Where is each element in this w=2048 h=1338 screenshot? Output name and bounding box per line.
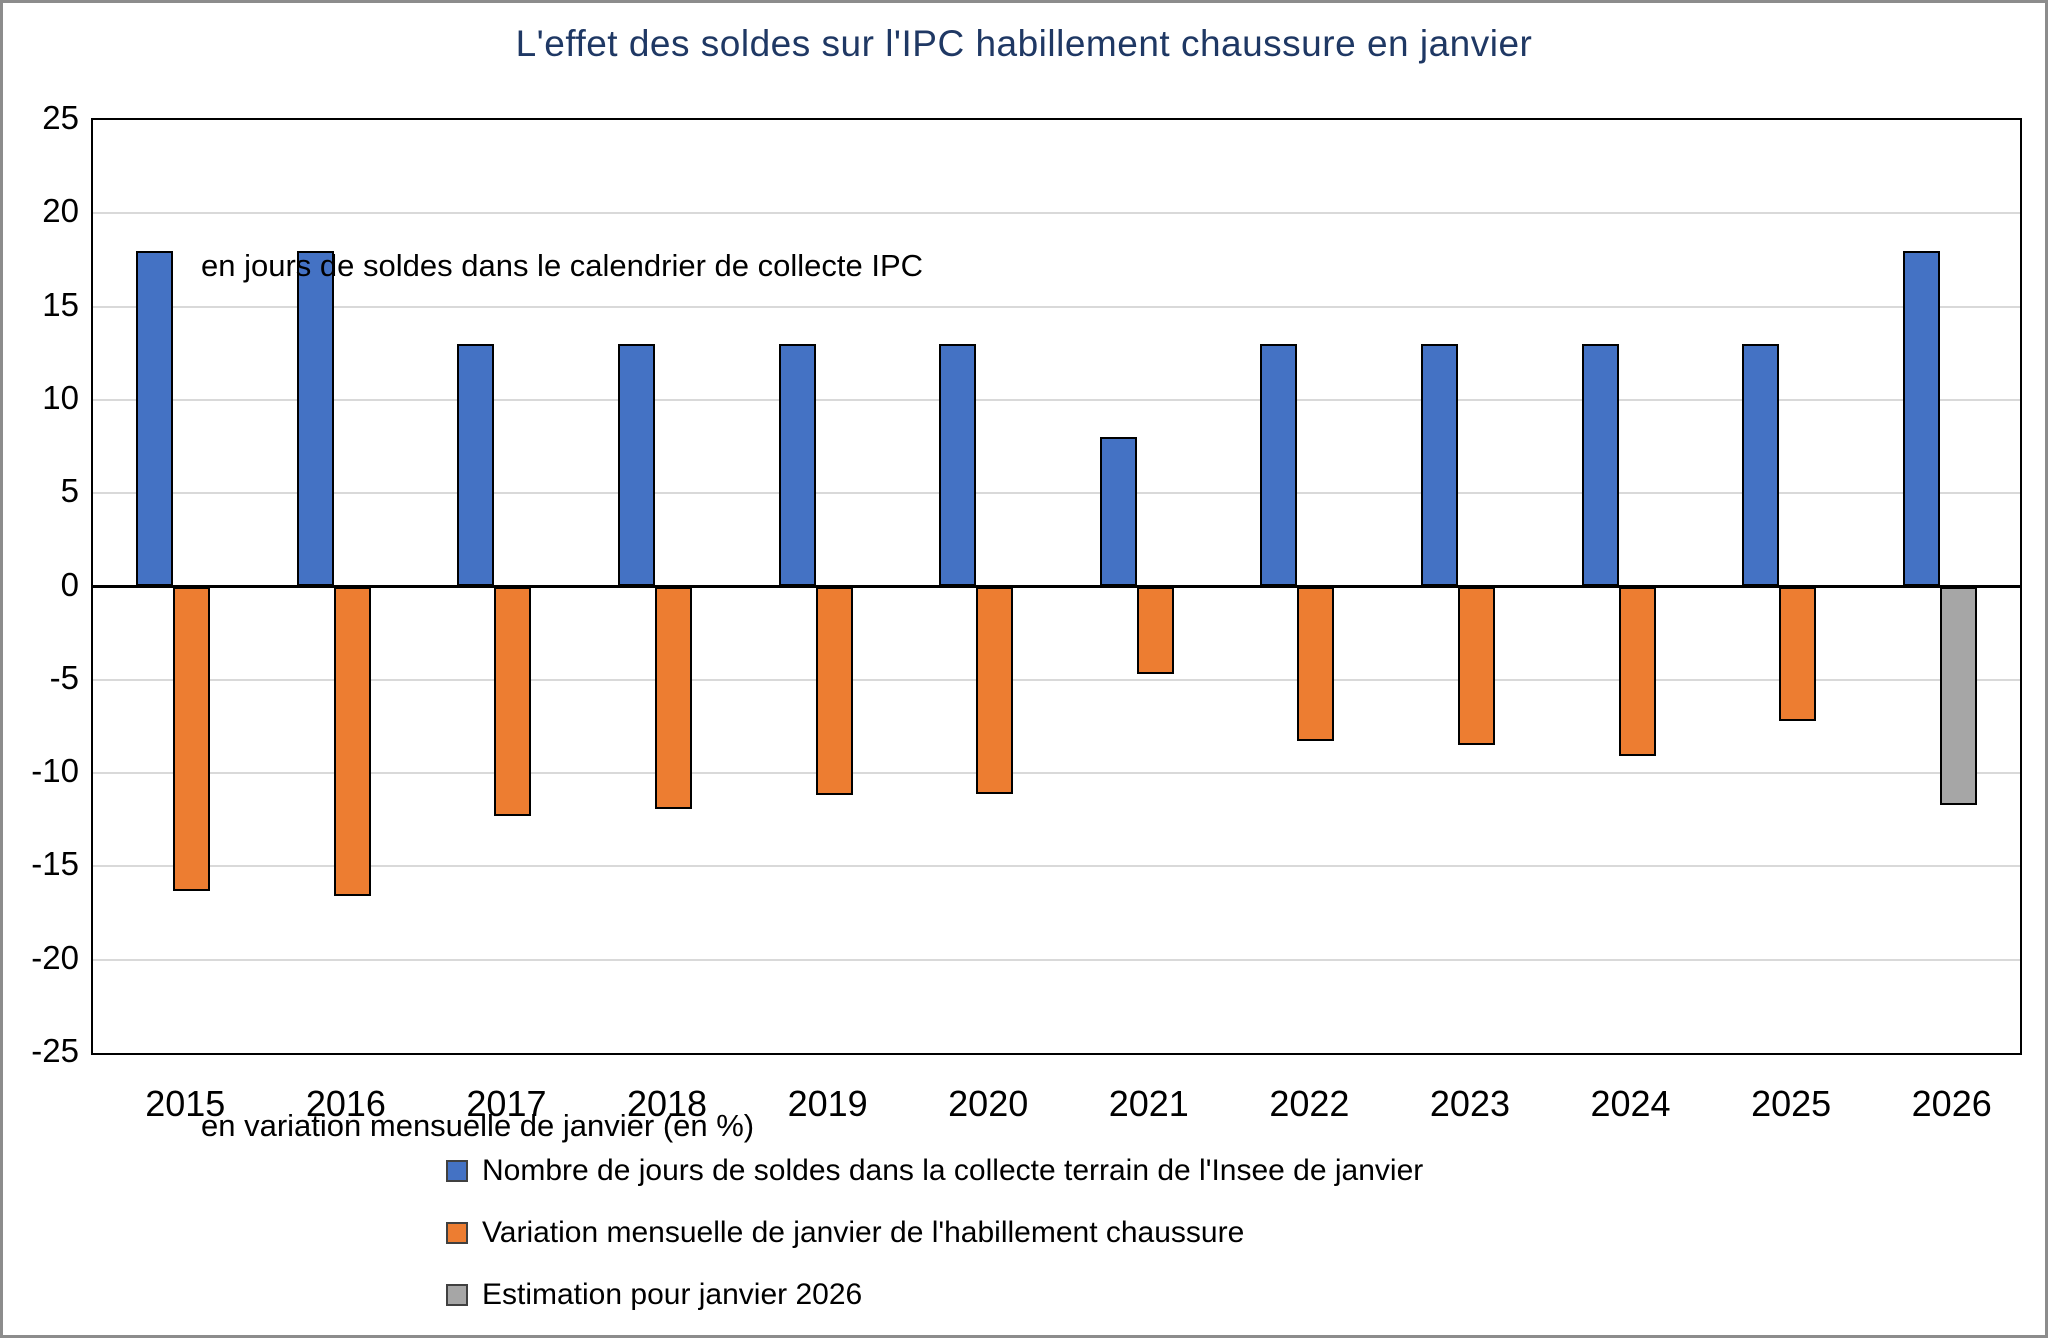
y-tick-label--5: -5 (49, 658, 79, 696)
bar-days-2022 (1260, 343, 1298, 587)
bar-variation-2025 (1779, 586, 1817, 721)
gridline--10 (93, 772, 2020, 775)
y-tick-label--25: -25 (31, 1032, 79, 1069)
zero-axis-line (93, 585, 2020, 588)
bar-variation-2021 (1136, 586, 1174, 675)
plot-area: en jours de soldes dans le calendrier de… (91, 118, 2022, 1143)
gridline--20 (93, 958, 2020, 961)
bar-days-2015 (136, 250, 174, 587)
y-tick-label-25: 25 (42, 99, 79, 136)
x-tick-label-2018: 2018 (626, 1083, 708, 1124)
bar-days-2024 (1581, 343, 1619, 587)
y-tick-label-15: 15 (42, 285, 79, 323)
legend-item-2: Estimation pour janvier 2026 (446, 1273, 862, 1317)
x-tick-label-2024: 2024 (1590, 1083, 1671, 1124)
bar-variation-2023 (1457, 586, 1495, 746)
x-tick-label-2023: 2023 (1429, 1083, 1510, 1124)
gridline-10 (93, 398, 2020, 401)
bar-variation-2019 (815, 586, 853, 796)
bar-days-2026 (1902, 250, 1940, 587)
bar-days-2016 (296, 250, 334, 587)
x-tick-label-2020: 2020 (948, 1083, 1029, 1124)
bar-days-2019 (778, 343, 816, 587)
bar-variation-2018 (655, 586, 693, 809)
legend-label: Estimation pour janvier 2026 (482, 1278, 863, 1311)
y-tick-label-5: 5 (60, 472, 79, 510)
y-tick-label--20: -20 (31, 938, 79, 976)
y-tick-label-10: 10 (42, 378, 79, 416)
x-tick-label-2021: 2021 (1108, 1083, 1189, 1124)
legend-label: Variation mensuelle de janvier de l'habi… (482, 1216, 1245, 1249)
bar-days-2018 (618, 343, 656, 587)
legend-label: Nombre de jours de soldes dans la collec… (482, 1154, 1424, 1187)
x-tick-label-2022: 2022 (1269, 1083, 1350, 1124)
y-tick-label-0: 0 (60, 565, 79, 603)
gridline-20 (93, 212, 2020, 215)
legend-swatch-icon (446, 1160, 468, 1182)
gridline--5 (93, 678, 2020, 681)
gridline-5 (93, 492, 2020, 495)
chart-title: L'effet des soldes sur l'IPC habillement… (515, 23, 1533, 64)
y-tick-label-20: 20 (42, 192, 79, 230)
bar-variation-2016 (333, 586, 371, 897)
x-tick-label-2019: 2019 (787, 1083, 868, 1124)
x-tick-label-2026: 2026 (1911, 1083, 1992, 1124)
bar-variation-2015 (173, 586, 211, 891)
gridline-15 (93, 305, 2020, 308)
gridline--15 (93, 865, 2020, 868)
x-tick-label-2025: 2025 (1751, 1083, 1832, 1124)
x-tick-label-2016: 2016 (305, 1083, 386, 1124)
y-tick-label--10: -10 (31, 752, 79, 790)
bar-variation-2017 (494, 586, 532, 817)
legend-item-0: Nombre de jours de soldes dans la collec… (446, 1149, 1423, 1193)
y-tick-label--15: -15 (31, 845, 79, 883)
legend-item-1: Variation mensuelle de janvier de l'habi… (446, 1211, 1244, 1255)
legend-swatch-icon (446, 1284, 468, 1306)
x-tick-label-2015: 2015 (145, 1083, 226, 1124)
bar-variation-2022 (1297, 586, 1335, 742)
bar-days-2025 (1742, 343, 1780, 587)
bar-days-2017 (457, 343, 495, 587)
bar-days-2020 (939, 343, 977, 587)
bar-variation-2024 (1618, 586, 1656, 757)
bar-days-2021 (1099, 437, 1137, 587)
bar-variation-2020 (976, 586, 1014, 794)
annotation-top: en jours de soldes dans le calendrier de… (201, 248, 924, 283)
legend-swatch-icon (446, 1222, 468, 1244)
annotation-bottom: en variation mensuelle de janvier (en %) (201, 1108, 755, 1143)
x-tick-label-2017: 2017 (466, 1083, 547, 1124)
bar-estimate-2026 (1939, 586, 1977, 805)
bar-days-2023 (1420, 343, 1458, 587)
